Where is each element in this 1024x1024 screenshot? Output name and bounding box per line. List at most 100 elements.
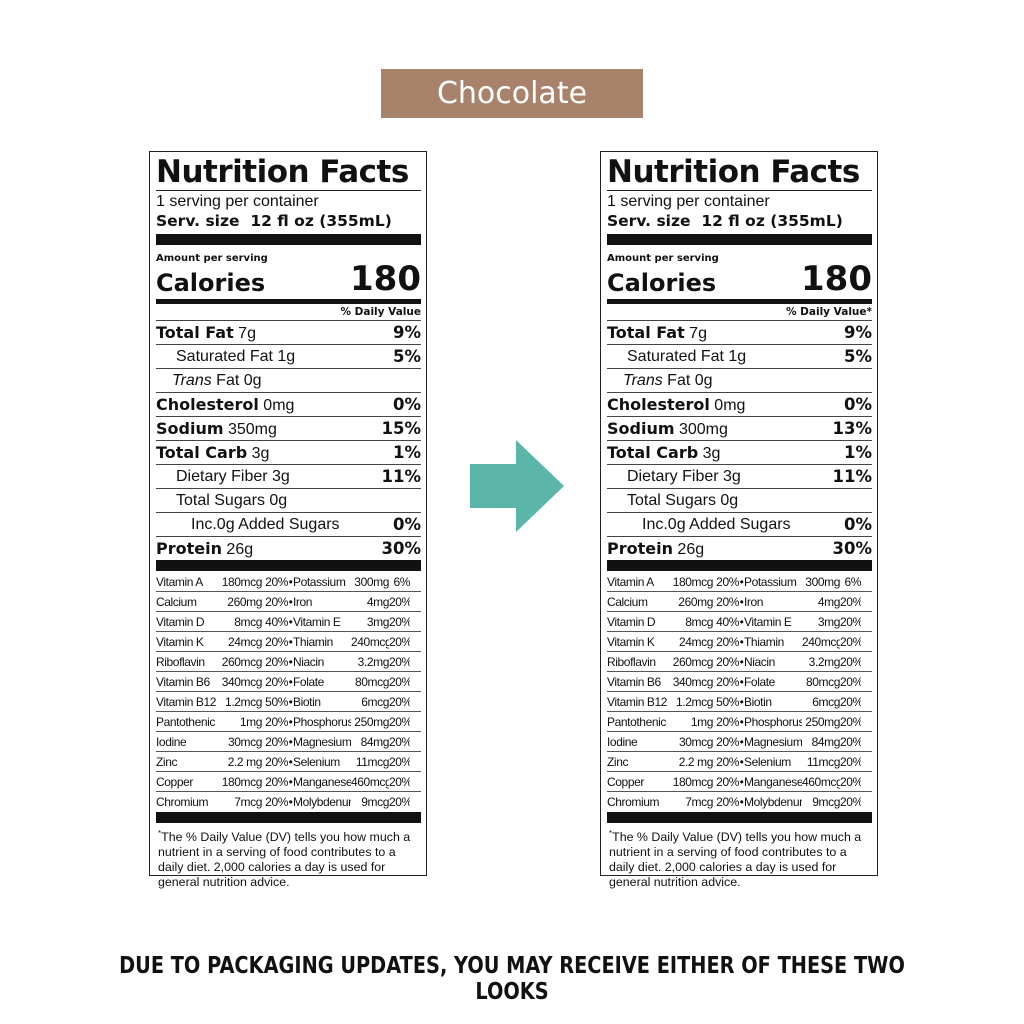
nutrient-percent: 11% bbox=[381, 467, 422, 486]
nutrient-name: Protein bbox=[607, 538, 673, 558]
mineral-amount: 3mg bbox=[817, 614, 840, 629]
serving-size-value: 12 fl oz (355mL) bbox=[250, 212, 392, 230]
nutrient-label: Total Sugars 0g bbox=[156, 492, 287, 510]
vitamin-name: Vitamin B12 bbox=[607, 694, 668, 709]
thick-bar bbox=[607, 234, 872, 245]
mineral-percent: 6% bbox=[844, 574, 861, 589]
nutrient-percent: 0% bbox=[843, 515, 872, 534]
mineral-name: Magnesium bbox=[744, 734, 802, 749]
vitamin-name: Riboflavin bbox=[156, 654, 205, 669]
mineral-amount: 460mcg bbox=[351, 774, 389, 789]
nutrient-label: Inc.0g Added Sugars bbox=[156, 516, 340, 534]
vitamin-amount: 8mcg bbox=[234, 614, 262, 629]
nutrient-amount: 7g bbox=[684, 324, 707, 342]
nutrient-percent: 5% bbox=[392, 347, 421, 366]
mineral-percent: 20% bbox=[389, 714, 410, 729]
mineral-percent: 20% bbox=[840, 674, 861, 689]
nutrient-amount: 3g bbox=[698, 444, 721, 462]
mineral-percent: 20% bbox=[389, 614, 410, 629]
serving-size-label: Serv. size bbox=[156, 212, 240, 230]
vitamin-amount: 340mcg bbox=[221, 674, 262, 689]
nutrient-row: Inc.0g Added Sugars 0% bbox=[156, 512, 421, 536]
thick-bar bbox=[607, 812, 872, 823]
thick-bar bbox=[156, 812, 421, 823]
serving-size-label: Serv. size bbox=[607, 212, 691, 230]
nutrient-label: Total Carb 3g bbox=[607, 443, 720, 463]
vitamin-name: Chromium bbox=[607, 794, 660, 809]
nutrient-amount: Dietary Fiber 3g bbox=[627, 467, 741, 485]
vitamin-name: Chromium bbox=[156, 794, 209, 809]
nutrient-row: Trans Fat 0g bbox=[156, 368, 421, 392]
vitamin-name: Vitamin D bbox=[607, 614, 656, 629]
vitamin-row: Vitamin B12 1.2mcg 50% • Biotin 6mcg 20% bbox=[607, 692, 872, 712]
vitamin-row: Vitamin A 180mcg 20% • Potassium 300mg 6% bbox=[607, 572, 872, 592]
mineral-amount: 80mcg bbox=[805, 674, 840, 689]
nutrient-percent: 15% bbox=[381, 419, 422, 438]
mineral-percent: 20% bbox=[840, 654, 861, 669]
nutrient-amount: Total Sugars 0g bbox=[627, 491, 739, 509]
vitamin-percent: 50% bbox=[716, 694, 739, 709]
mineral-amount: 84mg bbox=[360, 734, 389, 749]
nutrient-label: Dietary Fiber 3g bbox=[607, 468, 741, 486]
mineral-percent: 20% bbox=[389, 794, 410, 809]
mineral-percent: 20% bbox=[389, 674, 410, 689]
vitamin-amount: 24mcg bbox=[678, 634, 713, 649]
separator-dot: • bbox=[288, 594, 293, 609]
vitamin-percent: 20% bbox=[716, 574, 739, 589]
vitamin-name: Copper bbox=[156, 774, 193, 789]
vitamin-name: Vitamin A bbox=[156, 574, 203, 589]
nutrient-amount: 0mg bbox=[258, 396, 295, 414]
mineral-percent: 20% bbox=[840, 734, 861, 749]
separator-dot: • bbox=[288, 794, 293, 809]
vitamin-name: Vitamin K bbox=[156, 634, 204, 649]
separator-dot: • bbox=[288, 694, 293, 709]
separator-dot: • bbox=[739, 614, 744, 629]
mineral-name: Iron bbox=[293, 594, 313, 609]
nutrient-name-italic: Trans bbox=[623, 371, 663, 389]
vitamin-row: Calcium 260mg 20% • Iron 4mg 20% bbox=[607, 592, 872, 612]
vitamin-percent: 20% bbox=[265, 714, 288, 729]
vitamin-percent: 20% bbox=[716, 734, 739, 749]
mineral-percent: 20% bbox=[840, 774, 861, 789]
mineral-percent: 20% bbox=[389, 594, 410, 609]
vitamin-row: Pantothenic Acid1mg20%•Phosphorus250mg20… bbox=[607, 712, 872, 732]
vitamin-name: Riboflavin bbox=[607, 654, 656, 669]
nutrient-amount: Inc.0g Added Sugars bbox=[642, 515, 791, 533]
vitamin-percent: 20% bbox=[716, 594, 739, 609]
nutrient-name: Total Carb bbox=[156, 442, 248, 462]
nutrient-row: Total Carb 3g 1% bbox=[607, 440, 872, 464]
nutrient-name: Protein bbox=[156, 538, 222, 558]
mineral-name: Niacin bbox=[744, 654, 775, 669]
mineral-name: Potassium bbox=[744, 574, 797, 589]
mineral-percent: 20% bbox=[389, 734, 410, 749]
nutrient-row: Sodium 350mg 15% bbox=[156, 416, 421, 440]
separator-dot: • bbox=[739, 774, 744, 789]
daily-value-header: % Daily Value bbox=[340, 306, 421, 318]
nutrient-percent: 0% bbox=[843, 395, 872, 414]
mineral-amount: 300mg bbox=[805, 574, 840, 589]
nutrient-row: Dietary Fiber 3g 11% bbox=[607, 464, 872, 488]
mineral-name: Selenium bbox=[744, 754, 791, 769]
vitamin-row: Vitamin D 8mcg 40% • Vitamin E 3mg 20% bbox=[156, 612, 421, 632]
nutrient-percent: 30% bbox=[832, 539, 873, 558]
vitamin-row: Vitamin B6 340mcg 20% • Folate 80mcg 20% bbox=[156, 672, 421, 692]
nutrient-amount: 300mg bbox=[674, 420, 728, 438]
mineral-amount: 300mg bbox=[354, 574, 389, 589]
mineral-percent: 20% bbox=[389, 754, 410, 769]
arrow-shape bbox=[470, 440, 564, 532]
vitamin-percent: 40% bbox=[716, 614, 739, 629]
vitamin-amount: 2.2 mg bbox=[227, 754, 262, 769]
vitamin-percent: 20% bbox=[265, 774, 288, 789]
vitamin-percent: 20% bbox=[265, 754, 288, 769]
vitamin-amount: 1mg bbox=[690, 714, 713, 729]
vitamin-row: Vitamin K 24mcg 20% • Thiamin 240mcg 20% bbox=[156, 632, 421, 652]
vitamin-percent: 40% bbox=[265, 614, 288, 629]
vitamin-name: Pantothenic Acid bbox=[156, 714, 217, 729]
nutrient-amount: Fat 0g bbox=[211, 371, 262, 389]
serving-size: Serv. size 12 fl oz (355mL) bbox=[156, 211, 421, 231]
nutrient-percent: 9% bbox=[843, 323, 872, 342]
vitamin-amount: 180mcg bbox=[672, 774, 713, 789]
mineral-name: Phosphorus bbox=[293, 714, 351, 729]
nutrient-amount: 350mg bbox=[223, 420, 277, 438]
